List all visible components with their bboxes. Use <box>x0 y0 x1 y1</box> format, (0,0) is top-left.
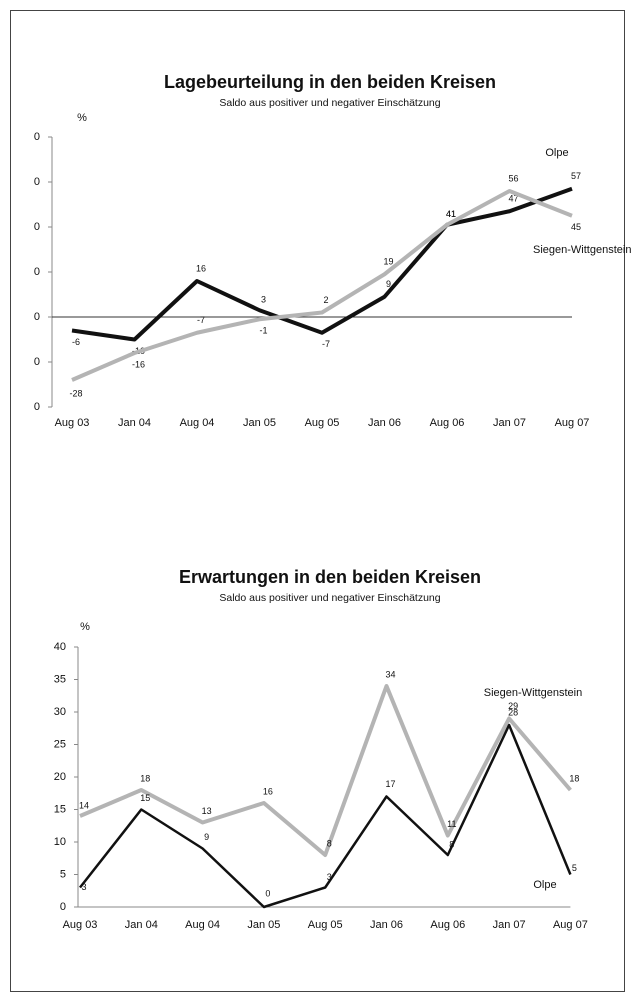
x-tick-label: Aug 06 <box>430 417 465 429</box>
y-tick-label: 0 <box>34 311 40 323</box>
data-label: -28 <box>69 388 82 398</box>
data-label: 41 <box>446 209 456 219</box>
frame <box>10 10 625 992</box>
y-tick-label: 60 <box>28 176 40 188</box>
data-label: 8 <box>449 839 454 849</box>
data-label: 18 <box>140 773 150 783</box>
series-label: Siegen-Wittgenstein <box>484 687 582 699</box>
data-label: 16 <box>263 786 273 796</box>
y-axis-label: % <box>80 621 90 633</box>
y-tick-label: -20 <box>24 356 40 368</box>
series-label: Olpe <box>545 147 568 159</box>
x-tick-label: Jan 07 <box>493 417 526 429</box>
chart-subtitle: Saldo aus positiver und negativer Einsch… <box>219 97 440 109</box>
data-label: -7 <box>322 339 330 349</box>
data-label: 8 <box>327 838 332 848</box>
y-tick-label: 20 <box>28 266 40 278</box>
data-label: 29 <box>508 701 518 711</box>
data-label: 56 <box>508 173 518 183</box>
chart-title: Erwartungen in den beiden Kreisen <box>179 567 481 587</box>
series-label: Olpe <box>533 879 556 891</box>
x-tick-label: Jan 04 <box>118 417 151 429</box>
y-tick-labels: 0 5 10 15 20 25 30 35 40 <box>54 641 66 913</box>
data-label: 5 <box>572 863 577 873</box>
series-label: Siegen-Wittgenstein <box>533 244 631 256</box>
data-label: 17 <box>385 779 395 789</box>
x-tick-label: Aug 07 <box>553 919 588 931</box>
data-label: 19 <box>383 257 393 267</box>
y-tick-label: 0 <box>60 901 66 913</box>
series-line <box>79 723 572 909</box>
data-label: 34 <box>385 669 395 679</box>
x-tick-label: Aug 04 <box>185 919 220 931</box>
chart-title: Lagebeurteilung in den beiden Kreisen <box>164 72 496 92</box>
data-label: 2 <box>323 295 328 305</box>
data-label: 9 <box>204 832 209 842</box>
y-tick-label: 5 <box>60 868 66 880</box>
x-tick-label: Jan 04 <box>125 919 158 931</box>
y-tick-label: 10 <box>54 836 66 848</box>
x-tick-label: Jan 06 <box>368 417 401 429</box>
series-line <box>79 684 572 857</box>
data-label: 45 <box>571 222 581 232</box>
y-tick-label: 40 <box>54 641 66 653</box>
data-label: 41 <box>446 209 456 219</box>
data-label: 3 <box>81 882 86 892</box>
y-tick-label: 30 <box>54 706 66 718</box>
data-label: 57 <box>571 171 581 181</box>
x-tick-label: Aug 07 <box>555 417 590 429</box>
data-label: -1 <box>259 326 267 336</box>
x-tick-label: Aug 05 <box>305 417 340 429</box>
data-label: 3 <box>261 295 266 305</box>
x-tick-label: Jan 07 <box>493 919 526 931</box>
x-tick-label: Jan 05 <box>243 417 276 429</box>
y-tick-labels: -40 -20 0 20 40 60 80 Aug 03 Jan 04 Aug 04 Jan 05 A… <box>24 131 590 429</box>
y-tick-label: -40 <box>24 401 40 413</box>
series-line <box>71 186 573 342</box>
data-label: -16 <box>132 359 145 369</box>
x-tick-label: Jan 06 <box>370 919 403 931</box>
series-line <box>71 189 573 382</box>
data-label: 18 <box>569 773 579 783</box>
y-tick-label: 80 <box>28 131 40 143</box>
data-label: 3 <box>327 872 332 882</box>
y-tick-label: 35 <box>54 673 66 685</box>
data-label: 0 <box>265 888 270 898</box>
y-tick-label: 40 <box>28 221 40 233</box>
y-tick-label: 20 <box>54 771 66 783</box>
data-label: -7 <box>197 315 205 325</box>
x-tick-label: Aug 05 <box>308 919 343 931</box>
y-tick-label: 15 <box>54 803 66 815</box>
data-label: 16 <box>196 263 206 273</box>
y-tick-label: 25 <box>54 738 66 750</box>
data-label: 13 <box>202 806 212 816</box>
data-label: 9 <box>386 279 391 289</box>
y-axis-label: % <box>77 112 87 124</box>
x-tick-label: Aug 03 <box>63 919 98 931</box>
x-tick-label: Jan 05 <box>247 919 280 931</box>
data-label: 47 <box>508 194 518 204</box>
chart-subtitle: Saldo aus positiver und negativer Einsch… <box>219 592 440 604</box>
x-tick-label: Aug 03 <box>55 417 90 429</box>
data-label: 14 <box>79 800 89 810</box>
data-label: 28 <box>508 707 518 717</box>
x-tick-label: Aug 04 <box>180 417 215 429</box>
data-label: -6 <box>72 337 80 347</box>
data-label: 15 <box>140 793 150 803</box>
x-tick-label: Aug 06 <box>430 919 465 931</box>
data-label: 11 <box>447 819 456 829</box>
